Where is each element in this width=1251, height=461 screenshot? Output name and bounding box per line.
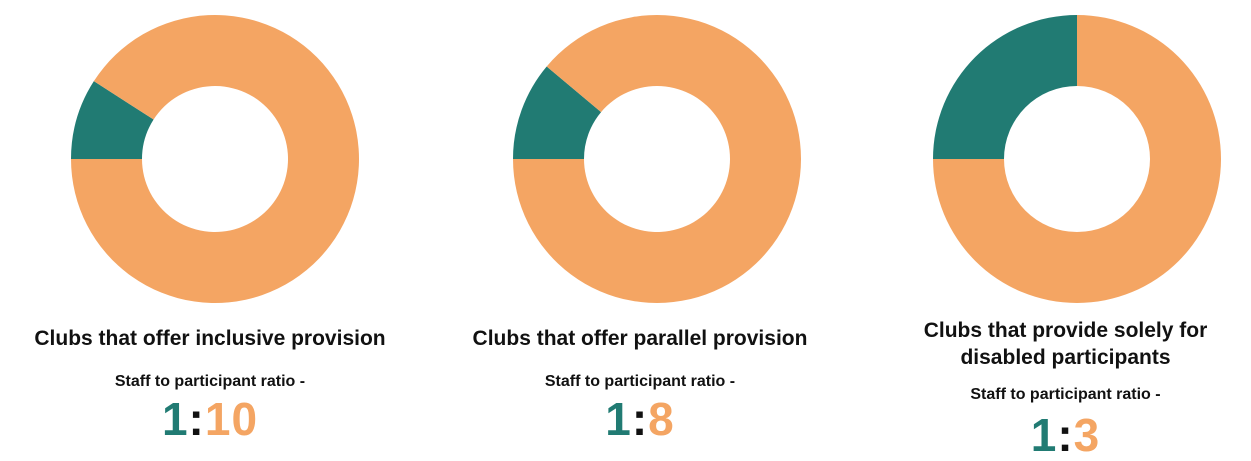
- ratio-participant-number: 8: [648, 393, 675, 445]
- donut-slice-staff: [933, 15, 1077, 159]
- chart-title-solely-disabled: Clubs that provide solely for disabled p…: [880, 317, 1251, 371]
- chart-panel-solely-disabled: Clubs that provide solely for disabled p…: [880, 0, 1251, 460]
- ratio-staff-number: 1: [161, 393, 189, 445]
- chart-title-line-2: disabled participants: [960, 346, 1171, 369]
- ratio-staff-number: 1: [605, 393, 632, 445]
- ratio-staff-number: 1: [1030, 409, 1058, 461]
- donut-slice-staff: [71, 81, 154, 159]
- ratio-separator: :: [188, 393, 205, 445]
- ratio-separator: :: [631, 393, 649, 445]
- ratio-caption-inclusive: Staff to participant ratio -: [114, 373, 306, 390]
- donut-chart-solely-disabled: [933, 15, 1221, 303]
- ratio-value-parallel: 1:8: [440, 394, 840, 444]
- chart-title-line-1: Clubs that provide solely for: [923, 319, 1208, 342]
- donut-slice-participants: [71, 14, 359, 303]
- chart-panel-inclusive: Clubs that offer inclusive provision Sta…: [0, 0, 420, 452]
- donut-slice-participants: [513, 15, 801, 303]
- ratio-participant-number: 3: [1073, 409, 1101, 461]
- ratio-separator: :: [1057, 409, 1074, 461]
- chart-title-inclusive: Clubs that offer inclusive provision: [34, 327, 386, 350]
- donut-chart-inclusive: [71, 14, 359, 303]
- donut-chart-parallel: [513, 15, 801, 303]
- ratio-caption-parallel: Staff to participant ratio -: [544, 373, 736, 390]
- donut-slice-staff: [513, 66, 602, 159]
- ratio-value-inclusive: 1:10: [10, 394, 410, 444]
- chart-panel-parallel: Clubs that offer parallel provision Staf…: [440, 0, 840, 452]
- ratio-participant-number: 10: [204, 393, 259, 445]
- ratio-value-solely-disabled: 1:3: [880, 410, 1251, 460]
- ratio-caption-solely-disabled: Staff to participant ratio -: [970, 386, 1161, 403]
- donut-slice-participants: [933, 15, 1221, 303]
- chart-title-parallel: Clubs that offer parallel provision: [472, 327, 808, 350]
